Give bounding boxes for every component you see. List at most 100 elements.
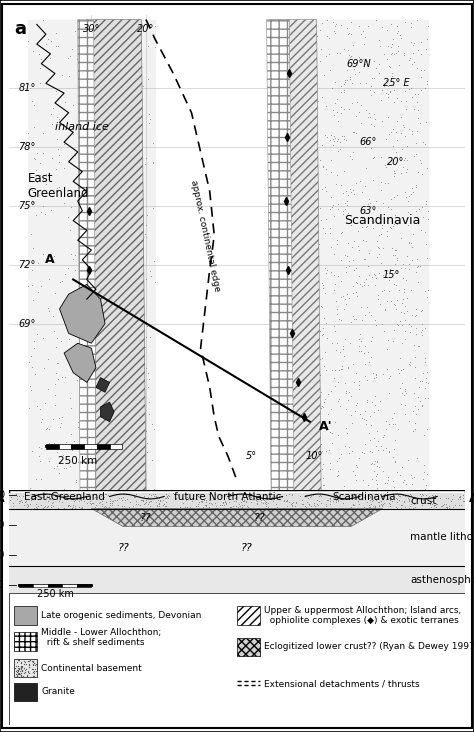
Point (292, 466, 300, 477)
Point (41, 397, 49, 408)
Point (52, 367, 60, 378)
Point (347, 390, 355, 402)
Point (382, 493, 390, 504)
Point (60, 462, 68, 474)
Point (337, 108, 345, 119)
Point (369, 500, 376, 512)
Point (222, 495, 229, 507)
Point (392, 501, 400, 512)
Point (138, 444, 146, 455)
Point (334, 106, 341, 118)
Point (383, 363, 390, 375)
Point (327, 496, 334, 507)
Point (307, 388, 314, 400)
Point (390, 48, 398, 60)
Point (367, 458, 375, 470)
Point (376, 248, 383, 260)
Point (128, 248, 135, 260)
Point (410, 56, 418, 68)
Text: approx. continental edge: approx. continental edge (189, 179, 221, 292)
Point (423, 75, 431, 86)
Point (89, 309, 96, 321)
Point (20, 656, 27, 668)
Point (273, 452, 281, 464)
Point (352, 469, 359, 481)
Point (238, 501, 246, 513)
Text: 30°: 30° (82, 24, 100, 34)
Point (37, 442, 45, 454)
Point (202, 498, 210, 510)
Point (331, 269, 338, 281)
Point (402, 165, 410, 177)
Point (420, 64, 428, 75)
Point (292, 463, 300, 474)
Point (339, 343, 346, 355)
Point (326, 458, 334, 469)
Point (119, 488, 127, 499)
Point (240, 488, 248, 499)
Point (37, 474, 45, 485)
Point (385, 285, 393, 297)
Point (134, 459, 141, 471)
Point (91, 469, 99, 481)
Point (102, 501, 109, 512)
Point (205, 494, 212, 506)
Point (89, 187, 96, 199)
Point (243, 500, 251, 512)
Point (42, 492, 50, 504)
Point (362, 162, 370, 173)
Point (433, 498, 441, 510)
Point (18, 664, 26, 676)
Point (281, 353, 288, 365)
Point (20, 662, 28, 674)
Point (77, 236, 84, 247)
Point (91, 132, 99, 144)
Point (407, 498, 414, 510)
Point (31, 121, 38, 132)
Point (391, 167, 398, 179)
Point (398, 111, 405, 123)
Point (384, 201, 392, 213)
Point (288, 499, 295, 511)
Point (165, 490, 173, 501)
Point (327, 385, 335, 397)
Point (64, 211, 72, 223)
Point (13, 657, 21, 668)
Point (150, 157, 157, 168)
Point (306, 42, 313, 53)
Point (299, 442, 307, 454)
Point (309, 306, 316, 318)
Point (352, 367, 359, 379)
Point (399, 364, 407, 376)
Point (193, 493, 201, 504)
Point (410, 150, 418, 162)
Point (237, 496, 245, 507)
Point (342, 403, 349, 415)
Point (93, 76, 101, 88)
Point (404, 195, 411, 207)
Point (14, 654, 21, 666)
Point (381, 160, 389, 171)
Point (380, 429, 388, 441)
Point (337, 400, 344, 411)
Point (276, 363, 284, 375)
Point (317, 214, 325, 225)
Point (311, 130, 319, 142)
Point (371, 280, 378, 291)
Point (384, 89, 392, 100)
Point (281, 495, 288, 507)
Point (316, 154, 324, 166)
Point (342, 422, 350, 433)
Point (238, 494, 246, 506)
Point (349, 310, 357, 322)
Point (64, 53, 72, 64)
Point (388, 18, 395, 30)
Point (137, 15, 145, 27)
Point (76, 36, 84, 48)
Point (347, 16, 355, 28)
Point (273, 501, 281, 513)
Point (311, 253, 319, 265)
Point (100, 501, 108, 513)
Point (292, 337, 300, 348)
Point (410, 37, 418, 49)
